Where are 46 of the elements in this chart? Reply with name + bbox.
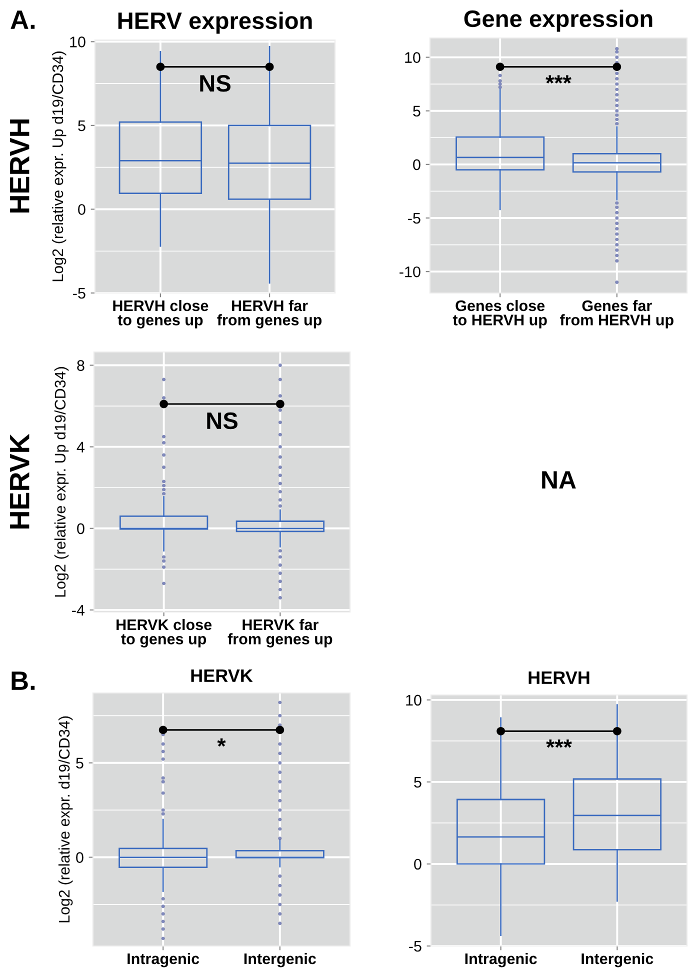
- y-tick-label: 5: [414, 776, 422, 788]
- x-tick-label: Intergenic: [582, 952, 654, 968]
- y-tick-label: 0: [76, 852, 84, 863]
- chart-title: HERVH: [528, 671, 590, 684]
- y-tick-label: -5: [73, 288, 86, 299]
- annotation: ***: [546, 739, 572, 748]
- x-tick-label: Intergenic: [244, 952, 316, 968]
- chart-title: Gene expression: [464, 10, 652, 32]
- annotation: *: [217, 738, 226, 747]
- y-tick-label: 10: [405, 52, 420, 63]
- y-tick-label: 5: [78, 120, 86, 132]
- x-tick-label: Intragenic: [465, 952, 537, 968]
- text: HERVH: [10, 119, 30, 213]
- x-tick-label: Intragenic: [128, 952, 200, 968]
- y-tick-label: -5: [408, 213, 420, 224]
- y-axis-title: Log2 (relative expr. Up d19/CD34): [52, 52, 66, 282]
- annotation: ***: [546, 75, 572, 84]
- y-axis-title: Log2 (relative expr. Up d19/CD34): [54, 367, 69, 597]
- annotation: NS: [207, 412, 238, 430]
- y-tick-label: -4: [72, 604, 85, 616]
- x-tick-label: Genes far from HERVH up: [560, 300, 674, 328]
- x-tick-label: HERVK close to genes up: [116, 618, 212, 648]
- text: A.: [10, 10, 35, 29]
- y-tick-label: 10: [70, 36, 86, 48]
- y-tick-label: 5: [413, 106, 420, 117]
- y-tick-label: 0: [413, 159, 420, 170]
- x-tick-label: HERVK far from genes up: [228, 618, 332, 648]
- x-tick-label: HERVH close to genes up: [113, 300, 208, 328]
- y-tick-label: 0: [414, 858, 422, 870]
- text: NA: [542, 471, 576, 488]
- y-tick-label: -10: [400, 266, 420, 278]
- y-axis-title: Log2 (relative expr. d19/CD34): [58, 716, 73, 922]
- x-tick-label: HERVH far from genes up: [217, 300, 322, 328]
- y-tick-label: 0: [78, 204, 86, 215]
- y-tick-label: 8: [77, 360, 84, 371]
- y-tick-label: -5: [409, 941, 422, 952]
- chart-title: HERV expression: [118, 12, 312, 34]
- text: HERVK: [10, 434, 30, 529]
- chart-title: HERVK: [191, 669, 253, 682]
- y-tick-label: 4: [76, 442, 85, 452]
- y-tick-label: 5: [76, 758, 84, 769]
- x-tick-label: Genes close to HERVH up: [452, 300, 547, 328]
- y-tick-label: 0: [77, 523, 84, 534]
- annotation: NS: [200, 75, 230, 92]
- text: B.: [12, 672, 35, 690]
- y-tick-label: 10: [406, 694, 422, 706]
